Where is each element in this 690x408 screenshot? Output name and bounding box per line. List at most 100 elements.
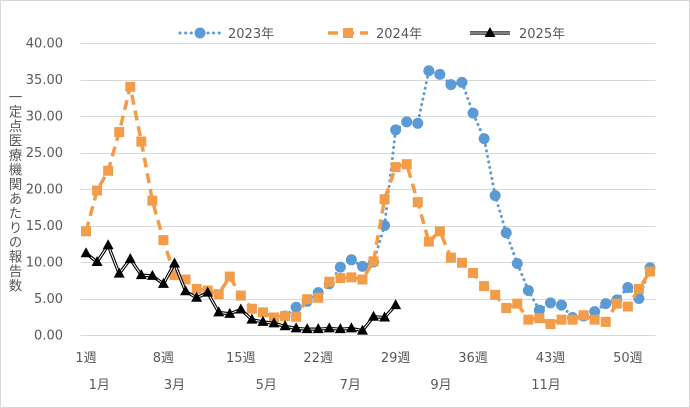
data-point [468,267,479,278]
data-point [114,127,125,138]
data-point [125,81,136,92]
data-point [544,297,556,309]
series-line [283,69,652,319]
data-point [312,323,324,334]
month-label: 5月 [256,378,277,393]
data-point [147,195,158,206]
data-point [357,274,368,285]
legend-item: 2024年 [328,27,422,42]
data-point [213,289,224,300]
data-point [180,285,192,296]
data-point [257,315,269,326]
y-tick-label: 35.00 [26,73,63,88]
data-point [500,227,512,239]
data-point [423,236,434,247]
data-point [124,253,136,264]
y-tick-label: 15.00 [26,219,63,234]
data-point [545,319,556,330]
data-point [445,252,456,263]
month-label: 7月 [340,378,361,393]
data-point [534,313,545,324]
data-point [456,76,468,88]
data-point [135,269,147,280]
legend-item: 2023年 [178,27,274,42]
y-axis: 0.00 5.00 10.00 15.00 20.00 25.00 30.00 35.00 40… [26,37,63,344]
data-point [202,286,214,297]
data-point [91,256,103,266]
data-point [644,266,655,277]
x-tick-label: 36週 [458,351,488,366]
y-tick-label: 0.00 [34,329,63,344]
y-axis-label: 一定点医療機関あたりの報告数 [5,90,22,293]
y-tick-label: 30.00 [26,110,63,125]
data-point [313,292,324,303]
data-point [600,298,612,310]
data-point [412,117,424,129]
data-point [533,304,545,316]
data-point [346,272,357,283]
data-point [246,303,257,314]
month-label: 11月 [531,378,561,393]
series-line [84,85,652,326]
data-point [479,281,490,292]
data-point [589,306,601,318]
data-point [390,162,401,173]
y-tick-label: 40.00 [26,37,63,52]
data-point [390,124,402,136]
data-point [157,277,169,288]
data-point [323,322,335,333]
data-point [103,165,114,176]
data-point [368,256,379,267]
data-point [268,317,280,328]
data-point [102,239,114,250]
data-point [423,65,435,77]
data-point [257,307,268,318]
x-tick-label: 50週 [613,351,643,366]
data-point [401,159,412,170]
x-tick-label: 15週 [226,351,256,366]
data-point [379,194,390,205]
data-point [412,197,423,208]
x-axis: 1週 8週 15週 22週 29週 36週 43週 50週 1月 3月 5月 7月 9月 11月 [75,351,642,393]
data-point [489,190,501,202]
data-point [434,226,445,237]
data-point [213,306,225,317]
data-point [490,289,501,300]
data-point [334,261,346,273]
data-point [136,136,147,147]
data-point [335,273,346,284]
x-tick-label: 29週 [381,351,411,366]
data-point [324,276,335,287]
data-point [290,322,302,333]
legend-marker [484,27,496,37]
data-point [600,316,611,327]
data-point [291,311,302,322]
data-point [146,269,158,280]
data-point [456,257,467,268]
data-point [81,226,92,237]
data-point [368,310,380,321]
x-tick-label: 8週 [153,351,174,366]
series-1 [279,65,656,323]
data-point [224,271,235,282]
data-point [523,314,534,325]
legend-label: 2024年 [376,27,422,42]
data-point [345,254,357,266]
data-point [467,107,479,119]
data-point [302,294,313,305]
month-label: 3月 [164,378,185,393]
data-point [512,298,523,309]
data-point [334,323,346,334]
y-tick-label: 5.00 [34,292,63,307]
data-point [235,290,246,301]
data-point [356,324,368,335]
data-point [611,298,622,309]
data-point [401,116,413,128]
legend-label: 2025年 [519,27,565,42]
data-point [556,314,567,325]
data-point [390,299,402,310]
data-point [578,310,589,321]
data-point [567,314,578,325]
